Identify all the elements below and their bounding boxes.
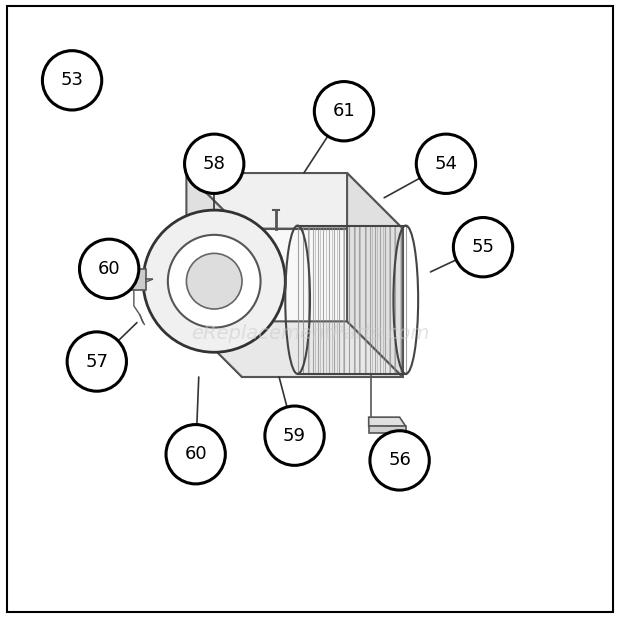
Circle shape: [314, 82, 374, 141]
Polygon shape: [187, 173, 403, 229]
Text: 60: 60: [184, 445, 207, 464]
Text: 54: 54: [435, 154, 458, 173]
Text: 55: 55: [472, 238, 495, 256]
Polygon shape: [347, 173, 403, 377]
Text: 60: 60: [98, 260, 120, 278]
Polygon shape: [187, 321, 403, 377]
Polygon shape: [369, 426, 406, 433]
Circle shape: [166, 425, 225, 484]
Circle shape: [185, 134, 244, 193]
Polygon shape: [125, 269, 146, 290]
Polygon shape: [187, 173, 242, 377]
Circle shape: [42, 51, 102, 110]
Circle shape: [79, 239, 139, 298]
Circle shape: [416, 134, 476, 193]
Text: 59: 59: [283, 426, 306, 445]
Circle shape: [168, 235, 260, 328]
Polygon shape: [242, 229, 403, 377]
Circle shape: [265, 406, 324, 465]
Text: 57: 57: [86, 352, 108, 371]
Text: 53: 53: [61, 71, 84, 90]
Text: 61: 61: [332, 102, 355, 121]
Circle shape: [453, 218, 513, 277]
Circle shape: [370, 431, 429, 490]
Circle shape: [187, 253, 242, 309]
Circle shape: [67, 332, 126, 391]
Text: eReplacementParts.com: eReplacementParts.com: [191, 324, 429, 343]
Text: 56: 56: [388, 451, 411, 470]
Circle shape: [143, 210, 285, 352]
Text: 58: 58: [203, 154, 226, 173]
Polygon shape: [369, 417, 406, 426]
